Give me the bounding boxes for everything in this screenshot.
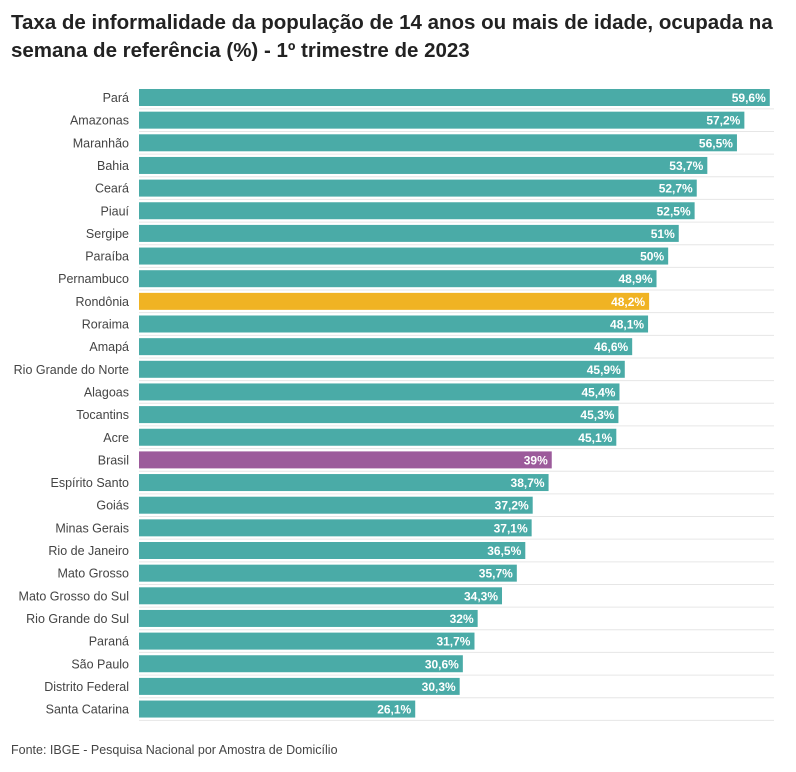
value-label: 26,1% xyxy=(377,703,411,717)
category-label: Tocantins xyxy=(76,408,129,422)
bar-mato-grosso-do-sul xyxy=(139,587,503,605)
bar-paraiba xyxy=(139,247,669,265)
category-label: Amazonas xyxy=(70,114,129,128)
bar-maranhao xyxy=(139,134,737,152)
bar-rondonia xyxy=(139,292,650,310)
value-label: 51% xyxy=(651,227,675,241)
value-label: 39% xyxy=(524,453,548,467)
category-label: Paraná xyxy=(89,635,129,649)
bar-minas-gerais xyxy=(139,519,532,537)
value-label: 45,3% xyxy=(580,408,614,422)
category-label: Espírito Santo xyxy=(50,476,129,490)
category-label: Brasil xyxy=(98,453,129,467)
category-label: Bahia xyxy=(97,159,129,173)
category-label: Mato Grosso do Sul xyxy=(19,589,129,603)
category-label: Amapá xyxy=(89,340,129,354)
value-label: 52,7% xyxy=(659,182,693,196)
bar-distrito-federal xyxy=(139,677,460,695)
value-label: 37,2% xyxy=(495,499,529,513)
category-label: Pará xyxy=(103,91,129,105)
category-label: Piauí xyxy=(101,204,130,218)
category-label: Acre xyxy=(103,431,129,445)
value-label: 48,1% xyxy=(610,318,644,332)
value-label: 59,6% xyxy=(732,91,766,105)
value-label: 46,6% xyxy=(594,340,628,354)
value-label: 32% xyxy=(450,612,474,626)
bar-brasil xyxy=(139,451,552,469)
bar-roraima xyxy=(139,315,649,333)
category-label: Roraima xyxy=(82,318,129,332)
bar-sao-paulo xyxy=(139,655,463,673)
value-label: 45,9% xyxy=(587,363,621,377)
category-label: Rio Grande do Norte xyxy=(14,363,129,377)
bar-rio-grande-do-norte xyxy=(139,360,625,378)
value-label: 48,2% xyxy=(611,295,645,309)
category-label: Maranhão xyxy=(73,136,129,150)
bar-alagoas xyxy=(139,383,620,401)
value-label: 45,1% xyxy=(578,431,612,445)
category-label: Rondônia xyxy=(75,295,129,309)
bar-rio-de-janeiro xyxy=(139,542,526,559)
bar-acre xyxy=(139,428,617,446)
bar-espirito-santo xyxy=(139,474,549,492)
category-label: Pernambuco xyxy=(58,272,129,286)
chart-title: Taxa de informalidade da população de 14… xyxy=(11,11,773,62)
value-label: 38,7% xyxy=(511,476,545,490)
category-label: Distrito Federal xyxy=(44,680,129,694)
category-label: Paraíba xyxy=(85,250,129,264)
category-label: Minas Gerais xyxy=(55,521,129,535)
category-label: Santa Catarina xyxy=(46,703,129,717)
bar-santa-catarina xyxy=(139,700,416,718)
category-label: Alagoas xyxy=(84,385,129,399)
value-label: 56,5% xyxy=(699,136,733,150)
value-label: 52,5% xyxy=(657,204,691,218)
value-label: 57,2% xyxy=(706,114,740,128)
bar-parana xyxy=(139,632,475,650)
bar-amapa xyxy=(139,338,633,356)
bar-bahia xyxy=(139,156,708,174)
category-label: Sergipe xyxy=(86,227,129,241)
bar-rio-grande-do-sul xyxy=(139,609,478,627)
value-label: 34,3% xyxy=(464,589,498,603)
value-label: 45,4% xyxy=(581,385,615,399)
value-label: 50% xyxy=(640,250,664,264)
category-label: Mato Grosso xyxy=(57,567,129,581)
category-label: Rio de Janeiro xyxy=(48,544,129,558)
category-label: Ceará xyxy=(95,182,129,196)
value-label: 31,7% xyxy=(436,635,470,649)
value-label: 37,1% xyxy=(494,521,528,535)
bar-amazonas xyxy=(139,111,745,129)
bar-mato-grosso xyxy=(139,564,517,582)
value-label: 53,7% xyxy=(669,159,703,173)
value-label: 35,7% xyxy=(479,567,513,581)
bar-pernambuco xyxy=(139,270,657,288)
value-label: 36,5% xyxy=(487,544,521,558)
value-label: 30,6% xyxy=(425,657,459,671)
chart-source: Fonte: IBGE - Pesquisa Nacional por Amos… xyxy=(11,743,338,757)
category-label: Goiás xyxy=(96,499,129,513)
bar-para xyxy=(139,89,770,106)
category-label: Rio Grande do Sul xyxy=(26,612,129,626)
category-label: São Paulo xyxy=(71,657,129,671)
bar-tocantins xyxy=(139,406,619,424)
bar-piaui xyxy=(139,202,695,220)
bar-goias xyxy=(139,496,533,514)
value-label: 30,3% xyxy=(422,680,456,694)
bar-sergipe xyxy=(139,224,679,242)
bar-ceara xyxy=(139,179,697,197)
value-label: 48,9% xyxy=(618,272,652,286)
